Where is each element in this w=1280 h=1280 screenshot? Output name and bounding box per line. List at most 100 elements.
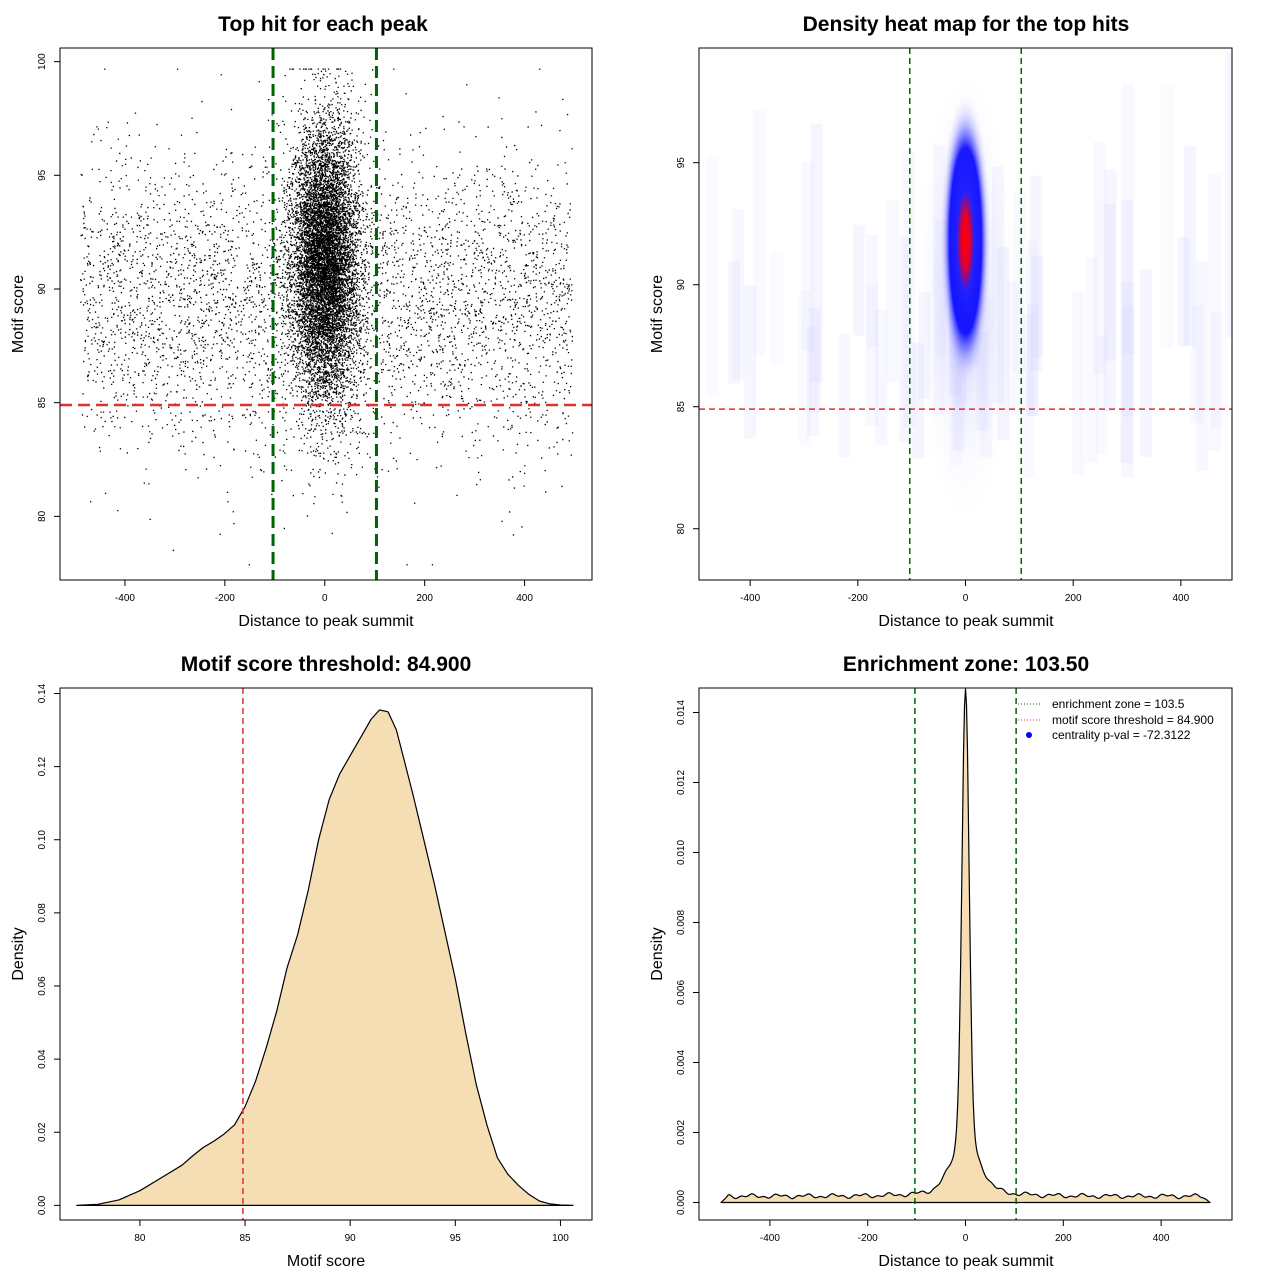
heatmap-background-streak [1191, 305, 1204, 424]
heatmap-background-streak [1122, 84, 1135, 355]
heatmap-background-streak [1093, 141, 1106, 374]
y-tick-label: 85 [676, 401, 687, 413]
panel-distance-density: Enrichment zone: 103.50 -400 -200 0 200 400 … [649, 653, 1233, 1270]
heatmap-background-streak [801, 162, 814, 351]
legend-centrality-label: centrality p-val = -72.3122 [1052, 728, 1191, 742]
heatmap-background-streak [1139, 269, 1152, 457]
y-tick-label: 0.02 [37, 1122, 48, 1142]
y-tick-label: 0.012 [676, 770, 687, 795]
y-tick-label: 0.000 [676, 1190, 687, 1215]
heatmap-background-streak [1022, 313, 1035, 478]
distance-density-reference-lines [914, 688, 1017, 1220]
x-tick-label: 0 [963, 593, 969, 604]
distance-density-title: Enrichment zone: 103.50 [843, 653, 1089, 676]
scatter-title: Top hit for each peak [218, 13, 428, 36]
panel-score-density: Motif score threshold: 84.900 80 85 90 95 10… [10, 653, 593, 1270]
heatmap-background-streak [728, 261, 741, 384]
x-tick-label: 200 [1065, 593, 1082, 604]
x-tick-label: -200 [848, 593, 868, 604]
x-tick-label: -200 [215, 593, 235, 604]
heatmap-background-streak [1225, 52, 1232, 338]
x-tick-label: 200 [416, 593, 433, 604]
heatmap-background-streak [875, 310, 888, 446]
heatmap-background-streak [808, 308, 821, 413]
x-tick-label: -400 [115, 593, 135, 604]
y-tick-label: 80 [676, 523, 687, 535]
heatmap-background-streak [1026, 241, 1039, 417]
heatmap-background-streak [732, 209, 745, 380]
scatter-x-label: Distance to peak summit [238, 613, 414, 630]
heatmap-background-streak [1183, 146, 1196, 346]
legend-threshold-label: motif score threshold = 84.900 [1052, 713, 1214, 727]
heatmap-background-streak [1029, 175, 1042, 371]
y-tick-label: 0.004 [676, 1050, 687, 1075]
panel-heatmap: Density heat map for the top hits -400 -2… [649, 13, 1233, 630]
heatmap-background-streak [866, 285, 879, 427]
score-density-area [76, 709, 574, 1206]
heatmap-background-streak [1177, 237, 1190, 347]
x-tick-label: 200 [1055, 1233, 1072, 1244]
scatter-y-axis: 80 85 90 95 100 [37, 53, 61, 522]
heatmap-background-streak [1211, 312, 1224, 428]
x-tick-label: 90 [345, 1233, 357, 1244]
heatmap-reference-lines [699, 48, 1232, 580]
heatmap-background-streak [1072, 291, 1085, 475]
heatmap-background-streak [1104, 169, 1117, 361]
heatmap-background-streak [1120, 200, 1133, 464]
heatmap-density [706, 52, 1232, 532]
heatmap-background-streak [866, 235, 879, 347]
heatmap-y-axis: 80 85 90 95 [676, 157, 700, 535]
x-tick-label: -200 [858, 1233, 878, 1244]
legend-centrality-point [1026, 732, 1032, 738]
distance-density-x-label: Distance to peak summit [878, 1253, 1054, 1270]
distance-density-area [720, 688, 1211, 1204]
heatmap-background-streak [810, 123, 823, 382]
scatter-point-cloud [80, 68, 574, 566]
y-tick-label: 0.08 [37, 903, 48, 923]
heatmap-background-streak [852, 224, 865, 337]
heatmap-background-streak [1160, 84, 1173, 348]
heatmap-background-streak [886, 200, 899, 382]
y-tick-label: 0.12 [37, 756, 48, 776]
heatmap-background-streak [899, 236, 912, 443]
x-tick-label: -400 [760, 1233, 780, 1244]
y-tick-label: 0.04 [37, 1049, 48, 1069]
x-tick-label: 80 [134, 1233, 146, 1244]
heatmap-y-label: Motif score [649, 275, 666, 353]
heatmap-background-streak [1031, 256, 1044, 358]
y-tick-label: 0.06 [37, 976, 48, 996]
scatter-y-label: Motif score [10, 275, 27, 353]
heatmap-background-streak [1095, 335, 1108, 455]
x-tick-label: 400 [1153, 1233, 1170, 1244]
y-tick-label: 95 [37, 169, 48, 181]
score-density-x-label: Motif score [287, 1253, 365, 1270]
x-tick-label: 400 [516, 593, 533, 604]
distance-density-y-axis: 0.000 0.002 0.004 0.006 0.008 0.010 0.012 0.014 [676, 700, 700, 1215]
y-tick-label: 90 [37, 283, 48, 295]
distance-density-x-axis: -400 -200 0 200 400 [760, 1219, 1170, 1244]
heatmap-background-streak [838, 333, 851, 458]
legend: enrichment zone = 103.5 motif score thre… [1018, 697, 1214, 742]
heatmap-background-streak [1121, 281, 1134, 478]
legend-enrichment-label: enrichment zone = 103.5 [1052, 697, 1185, 711]
heatmap-background-streak [753, 110, 766, 356]
y-tick-label: 95 [676, 157, 687, 169]
y-tick-label: 0.010 [676, 840, 687, 865]
heatmap-background-streak [1208, 174, 1221, 451]
y-tick-label: 0.00 [37, 1195, 48, 1215]
y-tick-label: 0.006 [676, 980, 687, 1005]
scatter-points [80, 68, 574, 566]
heatmap-peak [939, 90, 992, 391]
heatmap-x-axis: -400 -200 0 200 400 [740, 579, 1190, 604]
x-tick-label: 400 [1173, 593, 1190, 604]
distance-density-curve [720, 688, 1211, 1204]
x-tick-label: 85 [239, 1233, 251, 1244]
y-tick-label: 0.002 [676, 1120, 687, 1145]
y-tick-label: 0.014 [676, 700, 687, 725]
y-tick-label: 85 [37, 397, 48, 409]
heatmap-background-streak [744, 285, 757, 439]
score-density-title: Motif score threshold: 84.900 [181, 653, 472, 676]
y-tick-label: 100 [37, 53, 48, 70]
heatmap-background-streak [1103, 203, 1116, 411]
